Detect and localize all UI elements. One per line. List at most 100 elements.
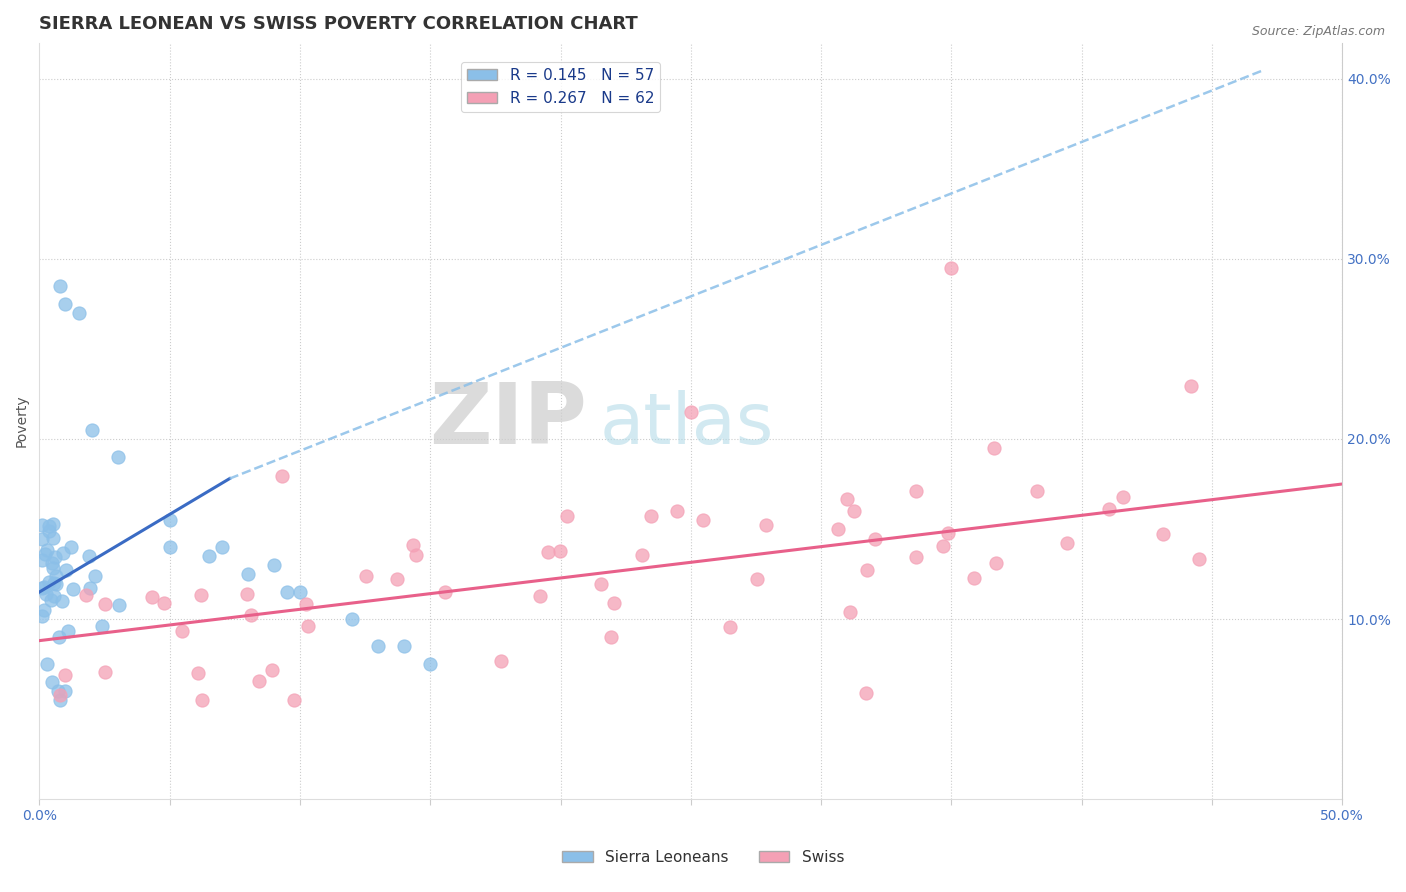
- Point: [236, 567, 259, 582]
- Point: [190, 589, 212, 603]
- Point: [152, 596, 174, 610]
- Point: [38, 574, 60, 589]
- Y-axis label: Poverty: Poverty: [15, 394, 30, 447]
- Point: [905, 549, 928, 564]
- Point: [666, 504, 689, 518]
- Point: [31, 582, 53, 596]
- Point: [75, 588, 97, 602]
- Point: [288, 585, 311, 599]
- Point: [555, 509, 578, 524]
- Point: [239, 608, 262, 623]
- Point: [159, 513, 181, 527]
- Point: [263, 558, 285, 572]
- Point: [35, 587, 58, 601]
- Point: [402, 538, 425, 552]
- Point: [41, 560, 63, 574]
- Point: [603, 596, 626, 610]
- Point: [67, 306, 90, 320]
- Point: [905, 483, 928, 498]
- Point: [52, 546, 75, 560]
- Point: [434, 585, 457, 599]
- Point: [79, 581, 101, 595]
- Point: [84, 569, 107, 583]
- Point: [1112, 490, 1135, 504]
- Point: [1026, 483, 1049, 498]
- Point: [48, 630, 70, 644]
- Point: [41, 593, 63, 607]
- Point: [90, 619, 112, 633]
- Text: ZIP: ZIP: [429, 379, 586, 462]
- Point: [932, 539, 955, 553]
- Point: [247, 674, 270, 689]
- Point: [679, 405, 702, 419]
- Point: [297, 619, 319, 633]
- Point: [260, 663, 283, 677]
- Point: [235, 587, 257, 601]
- Point: [863, 532, 886, 546]
- Point: [392, 639, 415, 653]
- Point: [32, 602, 55, 616]
- Point: [276, 585, 298, 599]
- Point: [79, 549, 101, 563]
- Point: [537, 544, 560, 558]
- Point: [1188, 552, 1211, 566]
- Point: [191, 693, 214, 707]
- Point: [94, 665, 117, 680]
- Text: SIERRA LEONEAN VS SWISS POVERTY CORRELATION CHART: SIERRA LEONEAN VS SWISS POVERTY CORRELAT…: [39, 15, 638, 33]
- Point: [45, 568, 67, 582]
- Point: [46, 684, 69, 698]
- Point: [49, 279, 72, 293]
- Point: [842, 504, 865, 518]
- Point: [49, 693, 72, 707]
- Point: [640, 508, 662, 523]
- Point: [491, 654, 513, 668]
- Point: [405, 549, 427, 563]
- Point: [529, 590, 551, 604]
- Point: [42, 589, 65, 603]
- Point: [41, 675, 63, 690]
- Point: [42, 576, 65, 591]
- Point: [630, 549, 652, 563]
- Point: [270, 469, 292, 483]
- Point: [295, 597, 318, 611]
- Point: [855, 686, 877, 700]
- Point: [55, 563, 77, 577]
- Point: [59, 540, 82, 554]
- Point: [38, 524, 60, 538]
- Point: [53, 668, 76, 682]
- Text: Source: ZipAtlas.com: Source: ZipAtlas.com: [1251, 25, 1385, 38]
- Legend: R = 0.145   N = 57, R = 0.267   N = 62: R = 0.145 N = 57, R = 0.267 N = 62: [461, 62, 661, 112]
- Point: [44, 550, 66, 565]
- Point: [718, 620, 741, 634]
- Point: [1056, 536, 1078, 550]
- Point: [42, 517, 65, 532]
- Point: [55, 684, 77, 698]
- Point: [941, 260, 963, 275]
- Point: [31, 608, 53, 623]
- Point: [31, 553, 53, 567]
- Point: [856, 563, 879, 577]
- Point: [48, 688, 70, 702]
- Text: atlas: atlas: [599, 391, 775, 459]
- Point: [936, 526, 959, 541]
- Point: [37, 657, 59, 671]
- Point: [983, 441, 1005, 455]
- Point: [283, 693, 305, 707]
- Point: [55, 297, 77, 311]
- Point: [419, 657, 441, 671]
- Point: [141, 591, 163, 605]
- Point: [1152, 527, 1174, 541]
- Point: [692, 513, 714, 527]
- Point: [367, 639, 389, 653]
- Point: [755, 518, 778, 533]
- Point: [1180, 379, 1202, 393]
- Point: [354, 568, 377, 582]
- Point: [41, 556, 63, 570]
- Point: [197, 549, 219, 563]
- Point: [62, 582, 84, 596]
- Point: [58, 624, 80, 638]
- Point: [35, 543, 58, 558]
- Point: [211, 540, 233, 554]
- Point: [589, 576, 612, 591]
- Legend: Sierra Leoneans, Swiss: Sierra Leoneans, Swiss: [555, 844, 851, 871]
